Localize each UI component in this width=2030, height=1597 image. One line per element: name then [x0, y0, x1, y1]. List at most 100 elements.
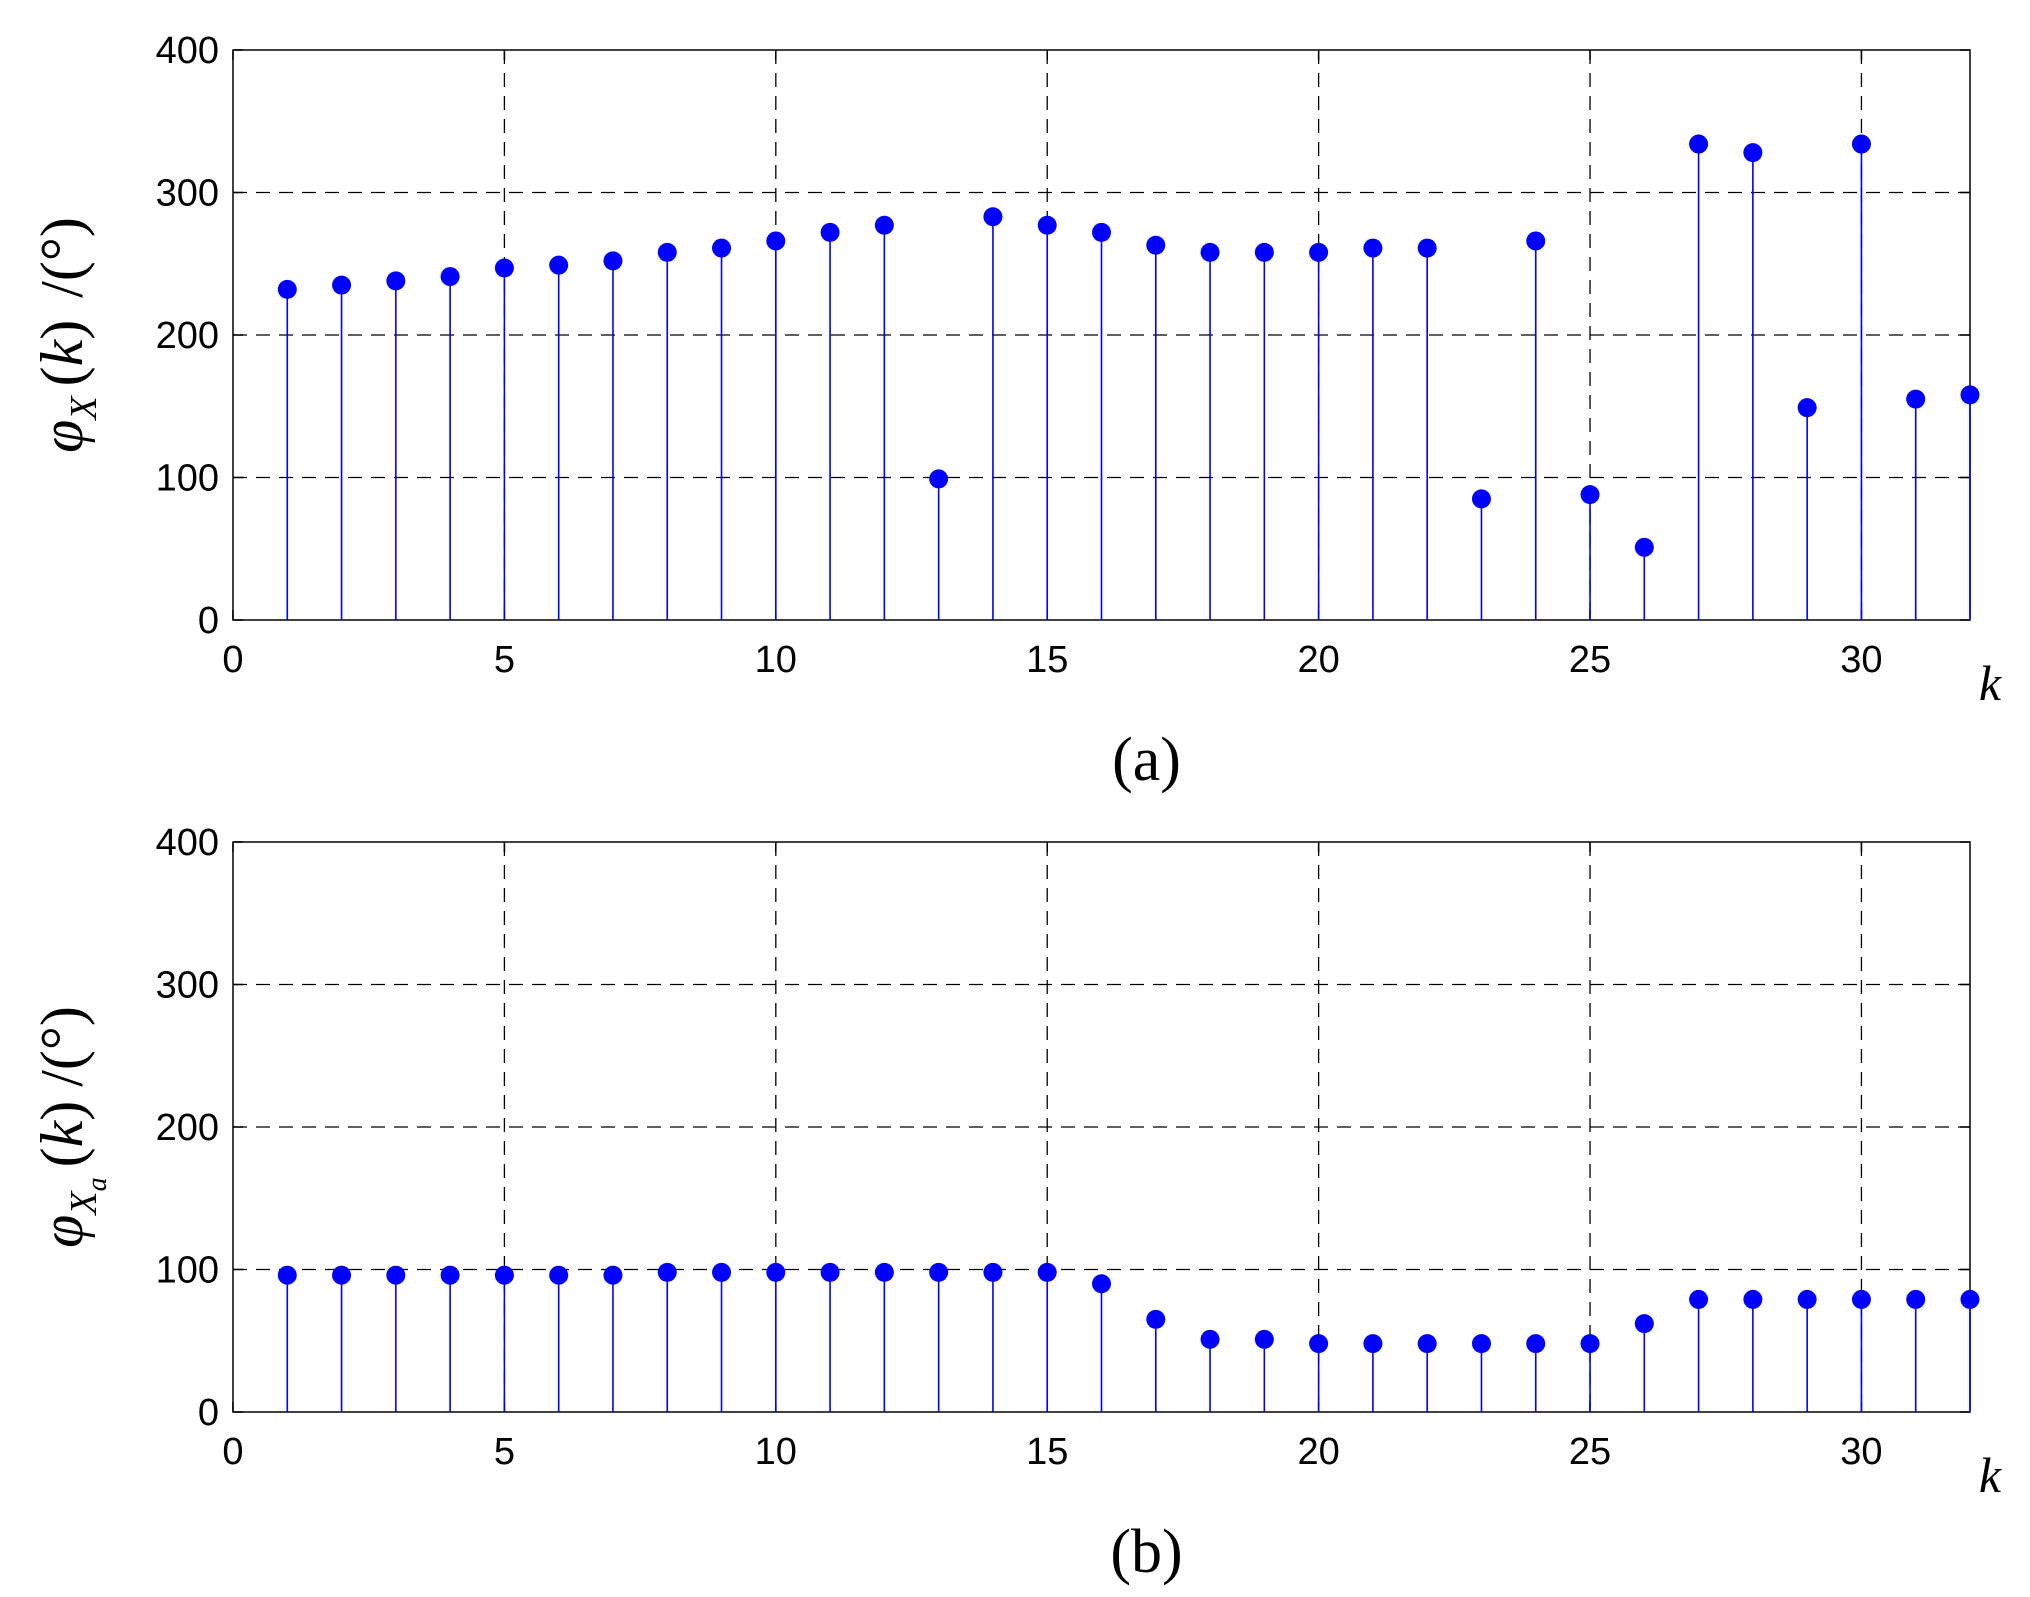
data-point: [549, 255, 569, 275]
data-point: [1960, 385, 1980, 405]
data-point: [277, 1265, 297, 1285]
data-point: [440, 267, 460, 287]
y-tick-label: 100: [156, 458, 219, 500]
y-label-subsubscript-b: a: [82, 1177, 113, 1191]
x-tick-label: 15: [1026, 639, 1068, 681]
data-point: [386, 271, 406, 291]
y-tick-labels-b: 0 100 200 300 400: [156, 822, 219, 1434]
data-point: [1689, 134, 1709, 154]
y-label-symbol-a: φ: [29, 420, 95, 453]
x-tick-label: 0: [222, 639, 243, 681]
x-tick-label: 5: [494, 1431, 515, 1473]
data-point: [1037, 1262, 1057, 1282]
data-point: [1634, 537, 1654, 557]
y-tick-label: 300: [156, 965, 219, 1007]
x-tick-labels-a: 0 5 10 15 20 25 30: [222, 639, 1882, 681]
y-label-symbol-b: φ: [29, 1215, 95, 1248]
data-point: [1092, 1274, 1111, 1294]
y-tick-label: 100: [156, 1250, 219, 1292]
caption-a: (a): [1112, 726, 1181, 794]
y-label-subscript-b: X: [63, 1190, 105, 1217]
x-axis-label-a: k: [1979, 655, 2002, 711]
data-point: [874, 1262, 894, 1282]
data-point: [1526, 231, 1546, 251]
grid-b: [232, 841, 1970, 1413]
data-point: [1092, 222, 1111, 242]
x-tick-label: 10: [755, 639, 797, 681]
data-point: [820, 222, 840, 242]
stems-b: [277, 1262, 1980, 1412]
y-tick-label: 200: [156, 315, 219, 357]
data-point: [657, 1262, 677, 1282]
data-point: [1254, 1329, 1274, 1349]
y-label-open-paren-b: (: [29, 1147, 95, 1167]
caption-b: (b): [1110, 1518, 1182, 1586]
x-tick-label: 25: [1569, 639, 1611, 681]
data-point: [1417, 1334, 1437, 1354]
data-point: [1634, 1314, 1654, 1334]
data-point: [1471, 1334, 1491, 1354]
x-tick-label: 20: [1297, 1431, 1339, 1473]
x-tick-label: 0: [222, 1431, 243, 1473]
y-label-subscript-a: X: [63, 395, 105, 422]
data-point: [332, 275, 352, 295]
data-point: [1580, 1334, 1600, 1354]
data-point: [1851, 1289, 1871, 1309]
y-tick-label: 200: [156, 1107, 219, 1149]
data-point: [983, 207, 1003, 227]
data-point: [332, 1265, 352, 1285]
y-tick-label: 0: [198, 1392, 219, 1434]
data-point: [277, 279, 297, 299]
x-tick-label: 20: [1297, 639, 1339, 681]
data-point: [1960, 1289, 1980, 1309]
stems-a: [277, 134, 1980, 620]
data-point: [1580, 485, 1600, 505]
data-point: [1417, 238, 1437, 258]
data-point: [1689, 1289, 1709, 1309]
data-point: [874, 215, 894, 235]
y-label-close-paren-b: ): [29, 1101, 95, 1121]
data-point: [1254, 242, 1274, 262]
data-point: [603, 251, 623, 271]
x-tick-label: 30: [1840, 639, 1882, 681]
data-point: [440, 1265, 460, 1285]
data-point: [820, 1262, 840, 1282]
y-label-var-a: k: [29, 338, 95, 366]
data-point: [766, 1262, 786, 1282]
x-tick-label: 15: [1026, 1431, 1068, 1473]
data-point: [1743, 1289, 1763, 1309]
y-tick-label: 300: [156, 173, 219, 215]
y-tick-label: 400: [156, 30, 219, 72]
data-point: [1797, 398, 1817, 418]
data-point: [1146, 1309, 1166, 1329]
y-tick-label: 400: [156, 822, 219, 864]
y-label-close-paren-a: ): [29, 320, 95, 340]
data-point: [1200, 1329, 1220, 1349]
y-label-var-b: k: [29, 1119, 95, 1147]
data-point: [712, 1262, 732, 1282]
y-label-open-paren-a: (: [29, 366, 95, 386]
x-tick-label: 25: [1569, 1431, 1611, 1473]
data-point: [1309, 242, 1329, 262]
data-point: [766, 231, 786, 251]
x-tick-labels-b: 0 5 10 15 20 25 30: [222, 1431, 1882, 1473]
y-tick-labels-a: 0 100 200 300 400: [156, 30, 219, 642]
data-point: [494, 1265, 514, 1285]
data-point: [386, 1265, 406, 1285]
data-point: [1363, 1334, 1383, 1354]
data-point: [929, 469, 949, 489]
data-point: [1743, 143, 1763, 163]
data-point: [1363, 238, 1383, 258]
data-point: [1146, 235, 1166, 255]
data-point: [1037, 215, 1057, 235]
data-point: [494, 258, 514, 278]
data-point: [929, 1262, 949, 1282]
data-point: [1526, 1334, 1546, 1354]
data-point: [657, 242, 677, 262]
data-point: [983, 1262, 1003, 1282]
y-tick-label: 0: [198, 600, 219, 642]
data-point: [1906, 389, 1926, 409]
